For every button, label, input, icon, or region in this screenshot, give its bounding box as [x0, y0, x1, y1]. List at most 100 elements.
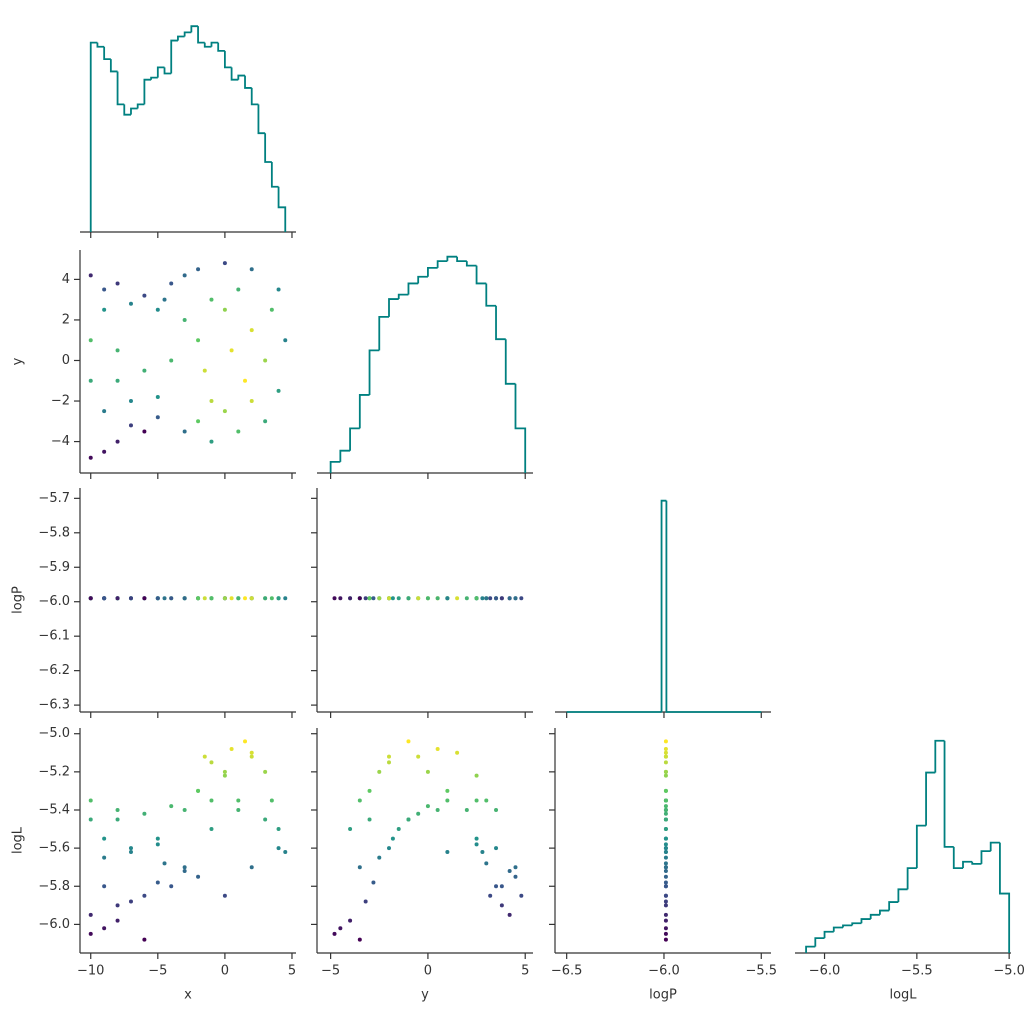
- scatter-point: [102, 307, 107, 312]
- scatter-point: [222, 596, 227, 601]
- scatter-point: [494, 846, 499, 851]
- scatter-point: [663, 746, 668, 751]
- scatter-point: [283, 596, 288, 601]
- hist-bin: [475, 265, 487, 285]
- hist-bin: [116, 71, 125, 106]
- scatter-point: [249, 328, 254, 333]
- scatter-point: [236, 596, 241, 601]
- scatter-point: [425, 596, 430, 601]
- scatter-point: [128, 849, 133, 854]
- scatter-point: [162, 596, 167, 601]
- hist-bin: [143, 78, 152, 105]
- hist-bin: [349, 427, 360, 451]
- hist-bin: [925, 771, 936, 826]
- scatter-point: [488, 596, 493, 601]
- scatter-point: [663, 827, 668, 832]
- hist-bin: [665, 500, 762, 713]
- scatter-point: [115, 596, 120, 601]
- x-tick-label: −6.0: [648, 964, 680, 979]
- hist-bin: [190, 25, 199, 33]
- x-tick-label: −5.5: [901, 964, 933, 979]
- scatter-point: [377, 855, 382, 860]
- scatter-point: [367, 788, 372, 793]
- hist-bin: [250, 87, 259, 106]
- scatter-point: [209, 596, 214, 601]
- y-tick-label: 0: [62, 353, 70, 368]
- scatter-point: [209, 399, 214, 404]
- scatter-point: [102, 409, 107, 414]
- scatter-point: [196, 596, 201, 601]
- scatter-point: [416, 811, 421, 816]
- scatter-point: [102, 884, 107, 889]
- scatter-point: [663, 836, 668, 841]
- scatter-point: [209, 827, 214, 832]
- scatter-point: [88, 798, 93, 803]
- scatter-point: [283, 338, 288, 343]
- scatter-point: [102, 855, 107, 860]
- hist-bin: [163, 67, 172, 75]
- scatter-point: [88, 931, 93, 936]
- scatter-point: [435, 807, 440, 812]
- hist-bin: [223, 50, 232, 69]
- scatter-point: [663, 918, 668, 923]
- scatter-point: [663, 926, 668, 931]
- hist-bin: [156, 66, 165, 78]
- scatter-point: [209, 760, 214, 765]
- scatter-point: [474, 842, 479, 847]
- scatter-point: [169, 884, 174, 889]
- scatter-point: [128, 423, 133, 428]
- hist-bin: [851, 922, 862, 926]
- scatter-point: [513, 874, 518, 879]
- scatter-point: [507, 596, 512, 601]
- scatter-point: [162, 297, 167, 302]
- scatter-point: [663, 773, 668, 778]
- scatter-point: [519, 893, 524, 898]
- scatter-point: [115, 348, 120, 353]
- hist-bin: [934, 739, 945, 773]
- scatter-point: [367, 817, 372, 822]
- scatter-point: [263, 358, 268, 363]
- scatter-point: [102, 836, 107, 841]
- scatter-point: [102, 596, 107, 601]
- scatter-point: [363, 596, 368, 601]
- scatter-point: [276, 827, 281, 832]
- scatter-point: [128, 301, 133, 306]
- scatter-point: [499, 903, 504, 908]
- scatter-point: [142, 429, 147, 434]
- scatter-point: [269, 798, 274, 803]
- hist-bin: [123, 104, 131, 116]
- scatter-point: [663, 798, 668, 803]
- scatter-point: [474, 836, 479, 841]
- scatter-point: [222, 893, 227, 898]
- scatter-point: [202, 596, 207, 601]
- scatter-point: [102, 449, 107, 454]
- scatter-point: [455, 596, 460, 601]
- hist-bin: [197, 26, 205, 44]
- hist-bin: [915, 824, 927, 869]
- scatter-point: [142, 937, 147, 942]
- scatter-point: [162, 861, 167, 866]
- scatter-point: [338, 596, 343, 601]
- scatter-point: [88, 455, 93, 460]
- scatter-point: [406, 739, 411, 744]
- hist-bin: [805, 945, 816, 953]
- y-tick-label: −5.4: [38, 802, 70, 817]
- scatter-point: [445, 788, 450, 793]
- scatter-point: [243, 739, 248, 744]
- hist-bin: [103, 46, 111, 61]
- scatter-point: [222, 307, 227, 312]
- hist-bin: [170, 39, 178, 74]
- scatter-point: [249, 267, 254, 272]
- scatter-point: [263, 419, 268, 424]
- scatter-point: [663, 760, 668, 765]
- scatter-point: [663, 842, 668, 847]
- y-tick-label: −2: [51, 394, 70, 409]
- hist-bin: [660, 499, 667, 712]
- scatter-point: [269, 307, 274, 312]
- scatter-point: [474, 773, 479, 778]
- hist-bin: [339, 449, 351, 462]
- scatter-point: [348, 596, 353, 601]
- scatter-point: [276, 846, 281, 851]
- scatter-point: [196, 788, 201, 793]
- scatter-point: [196, 874, 201, 879]
